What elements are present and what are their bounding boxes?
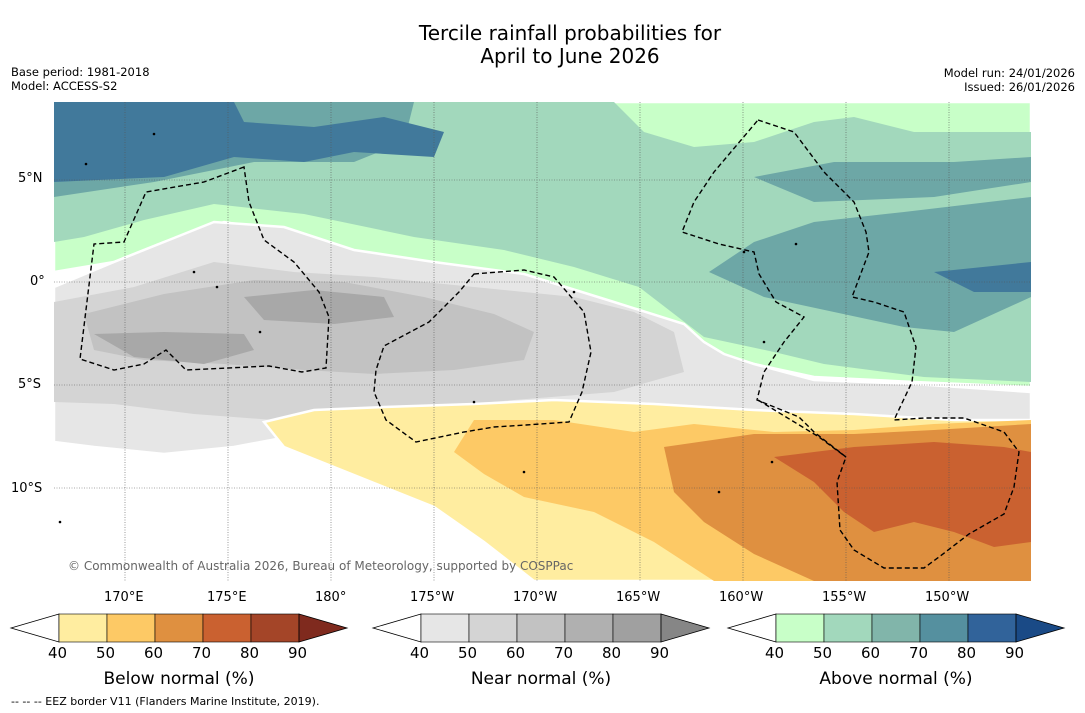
map-title: Tercile rainfall probabilities for April… xyxy=(0,22,1085,68)
island xyxy=(152,132,156,136)
lat-label-10s: 10°S xyxy=(11,481,43,496)
below-tick-60: 60 xyxy=(144,644,164,662)
near-tick-80: 80 xyxy=(602,644,622,662)
eez-kiribati-line xyxy=(681,119,1020,569)
above-tick-50: 50 xyxy=(813,644,833,662)
island xyxy=(572,290,576,294)
lon-label-150w: 150°W xyxy=(925,590,970,605)
above-70-region xyxy=(54,102,1031,292)
below-tick-70: 70 xyxy=(192,644,212,662)
colorbar-extend-high xyxy=(298,613,349,643)
colorbar-segment xyxy=(202,613,252,643)
near-tick-90: 90 xyxy=(650,644,670,662)
model-name: Model: ACCESS-S2 xyxy=(11,79,118,93)
colorbar-segment xyxy=(420,613,470,643)
near-tick-60: 60 xyxy=(506,644,526,662)
lon-label-170e: 170°E xyxy=(104,590,144,605)
eez-kiribati-gilbert xyxy=(79,166,330,373)
below-tick-40: 40 xyxy=(48,644,68,662)
title-line-2: April to June 2026 xyxy=(480,44,660,68)
island xyxy=(522,470,526,474)
below-tick-90: 90 xyxy=(288,644,308,662)
island xyxy=(742,250,746,254)
colorbar-segment xyxy=(106,613,156,643)
below-tick-50: 50 xyxy=(96,644,116,662)
island xyxy=(762,340,766,344)
island-markers xyxy=(58,132,798,524)
near-tick-40: 40 xyxy=(410,644,430,662)
below-70-region xyxy=(774,442,1031,547)
island xyxy=(472,400,476,404)
island xyxy=(717,490,721,494)
near-70-region xyxy=(94,290,394,364)
colorbar-extend-low xyxy=(9,613,60,643)
lon-label-175e: 175°E xyxy=(207,590,247,605)
colorbar-segment xyxy=(775,613,825,643)
base-period: Base period: 1981-2018 xyxy=(11,65,150,79)
island xyxy=(58,520,62,524)
near-normal-label: Near normal (%) xyxy=(470,669,612,689)
colorbar-segment xyxy=(516,613,566,643)
issued-date: Issued: 26/01/2026 xyxy=(964,80,1075,94)
eez-legend-footer: -- -- -- EEZ border V11 (Flanders Marine… xyxy=(11,695,320,708)
island xyxy=(192,270,196,274)
meta-right: Model run: 24/01/2026 Issued: 26/01/2026 xyxy=(944,66,1075,94)
lat-label-0: 0° xyxy=(30,274,45,289)
graticule xyxy=(54,102,1031,581)
lon-label-165w: 165°W xyxy=(616,590,661,605)
below-normal-label: Below normal (%) xyxy=(103,669,255,689)
colorbar-extend-low xyxy=(726,613,777,643)
colorbar-segment xyxy=(58,613,108,643)
near-tick-50: 50 xyxy=(458,644,478,662)
island xyxy=(84,162,88,166)
title-line-1: Tercile rainfall probabilities for xyxy=(418,21,722,45)
below-tick-80: 80 xyxy=(240,644,260,662)
colorbar-segment xyxy=(612,613,662,643)
colorbar-segment xyxy=(250,613,300,643)
island xyxy=(215,285,219,289)
colorbar-extend-high xyxy=(1015,613,1066,643)
above-tick-80: 80 xyxy=(957,644,977,662)
lon-label-155w: 155°W xyxy=(822,590,867,605)
eez-kiribati-phoenix xyxy=(373,269,592,443)
colorbar-segment xyxy=(154,613,204,643)
above-tick-40: 40 xyxy=(765,644,785,662)
colorbar-segment xyxy=(823,613,873,643)
colorbar-extend-high xyxy=(660,613,711,643)
eez-borders xyxy=(79,119,1020,569)
colorbar-segment xyxy=(871,613,921,643)
above-normal-label: Above normal (%) xyxy=(819,669,973,689)
above-tick-90: 90 xyxy=(1005,644,1025,662)
near-tick-70: 70 xyxy=(554,644,574,662)
lat-label-5n: 5°N xyxy=(18,171,43,186)
lon-label-180: 180° xyxy=(315,590,347,605)
colorbar-below-normal xyxy=(9,613,349,643)
meta-left: Base period: 1981-2018 Model: ACCESS-S2 xyxy=(11,65,150,93)
above-tick-60: 60 xyxy=(861,644,881,662)
rainfall-map: © Commonwealth of Australia 2026, Bureau… xyxy=(54,102,1031,581)
copyright-credit: © Commonwealth of Australia 2026, Bureau… xyxy=(68,559,573,573)
colorbar-extend-low xyxy=(371,613,422,643)
colorbars xyxy=(9,613,1066,643)
colorbar-segment xyxy=(468,613,518,643)
colorbar-near-normal xyxy=(371,613,711,643)
colorbar-segment xyxy=(564,613,614,643)
above-tick-70: 70 xyxy=(909,644,929,662)
colorbar-above-normal xyxy=(726,613,1066,643)
colorbar-segment xyxy=(967,613,1017,643)
lat-label-5s: 5°S xyxy=(18,377,42,392)
lon-label-160w: 160°W xyxy=(719,590,764,605)
island xyxy=(794,242,798,246)
island xyxy=(770,460,774,464)
colorbar-segment xyxy=(919,613,969,643)
island xyxy=(258,330,262,334)
model-run: Model run: 24/01/2026 xyxy=(943,66,1075,80)
lon-label-175w: 175°W xyxy=(410,590,455,605)
lon-label-170w: 170°W xyxy=(513,590,558,605)
